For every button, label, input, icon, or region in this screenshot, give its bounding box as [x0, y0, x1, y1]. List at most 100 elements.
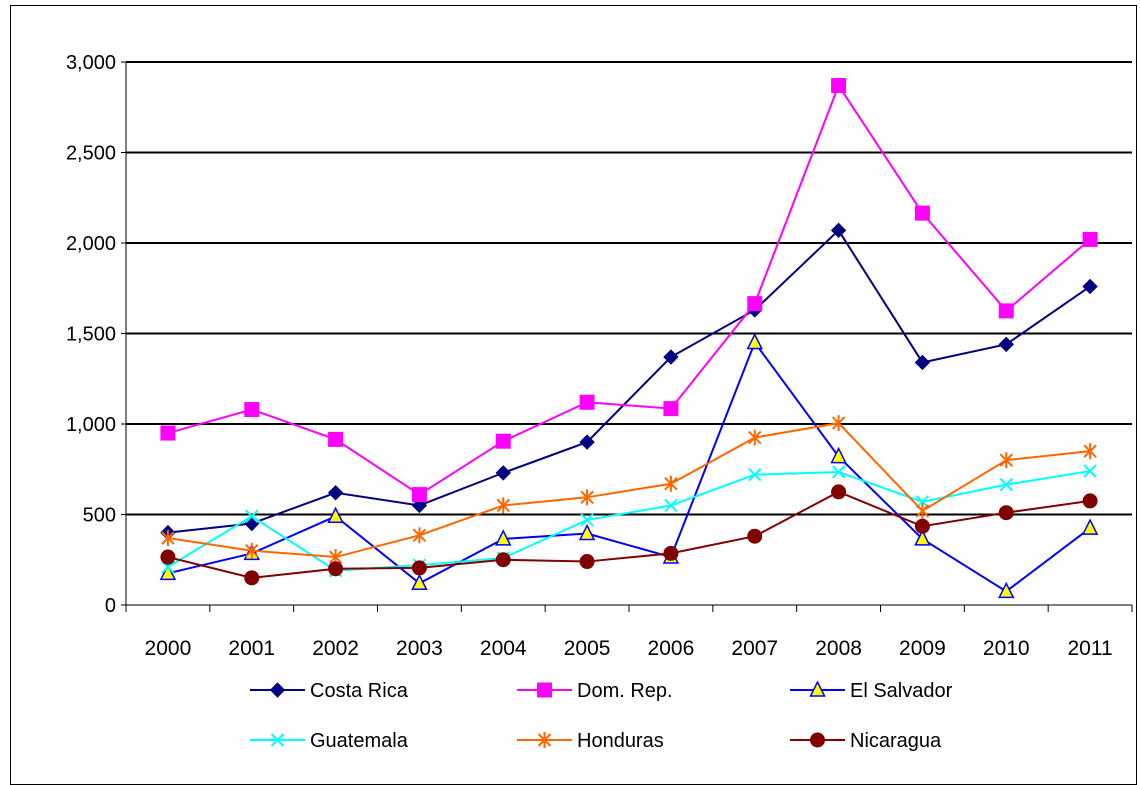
x-tick-label: 2004 [480, 637, 527, 660]
series-nicaragua [160, 484, 1098, 586]
data-point [161, 530, 175, 547]
marker-stroke [664, 498, 678, 513]
legend-item: Costa Rica [250, 680, 409, 702]
legend-marker [270, 733, 285, 747]
data-point [748, 467, 762, 482]
data-point [495, 529, 512, 546]
legend-item: Honduras [517, 730, 664, 752]
data-point [580, 513, 594, 527]
x-tick-label: 2001 [228, 637, 275, 660]
legend-marker [269, 682, 286, 698]
data-point [160, 549, 176, 565]
x-tick-label: 2011 [1067, 637, 1112, 660]
data-point [1083, 443, 1097, 460]
legend-label: Dom. Rep. [577, 680, 673, 702]
series-honduras [161, 415, 1097, 566]
y-tick-label: 1,500 [66, 324, 116, 346]
data-point [411, 560, 427, 576]
data-point [245, 542, 259, 559]
data-point [914, 354, 931, 371]
data-point [1082, 493, 1098, 509]
data-point [663, 401, 679, 417]
data-point [496, 497, 510, 514]
data-point [748, 429, 762, 446]
data-point [999, 477, 1013, 492]
data-point [914, 518, 930, 534]
data-point [746, 332, 763, 350]
data-point [998, 581, 1015, 599]
x-tick-label: 2010 [983, 637, 1030, 660]
legend: Costa Rica Dom. Rep. El Salvador Guatemala H… [250, 680, 953, 752]
x-tick-label: 2008 [815, 637, 862, 660]
legend-marker [810, 732, 825, 748]
data-point [328, 561, 344, 577]
data-point [412, 527, 427, 544]
legend-label: El Salvador [850, 680, 953, 702]
axes: 0 500 1,000 1,500 2,000 2,500 3,000 2000 2001 200… [66, 52, 1133, 660]
gridlines [126, 61, 1132, 516]
marker-stroke [1083, 464, 1097, 478]
data-point [495, 465, 511, 481]
data-point [579, 394, 595, 410]
data-point [1083, 464, 1097, 478]
data-point [831, 78, 847, 94]
x-tick-label: 2003 [396, 637, 443, 660]
y-tick-label: 0 [105, 595, 116, 617]
legend-marker [537, 732, 552, 748]
data-point [245, 509, 259, 524]
x-tick-label: 2009 [899, 637, 946, 660]
data-point [999, 452, 1013, 469]
marker-stroke [999, 477, 1013, 492]
legend-label: Nicaragua [850, 730, 942, 752]
legend-label: Costa Rica [310, 680, 409, 702]
y-tick-label: 2,500 [66, 143, 116, 165]
y-tick-label: 3,000 [66, 52, 116, 74]
data-point [831, 465, 846, 479]
data-point [747, 296, 763, 312]
marker-stroke [831, 465, 846, 479]
series-line [167, 422, 1091, 559]
x-tick-label: 2002 [312, 637, 359, 660]
data-point [831, 415, 846, 432]
data-point [998, 303, 1014, 319]
data-point [579, 554, 595, 570]
legend-marker [537, 682, 552, 698]
legend-marker [809, 680, 826, 697]
data-point [915, 502, 930, 519]
x-tick-label: 2006 [648, 637, 695, 660]
series-line [167, 490, 1091, 579]
data-point [663, 349, 679, 365]
data-point [998, 505, 1014, 521]
data-point [244, 570, 260, 586]
data-point [998, 336, 1014, 353]
data-point [914, 529, 931, 546]
data-point [579, 434, 595, 450]
data-point [328, 431, 344, 447]
y-tick-label: 1,000 [66, 414, 116, 436]
data-point [495, 552, 511, 568]
data-point [831, 484, 847, 500]
series-dom-rep [160, 78, 1098, 503]
marker-stroke [748, 467, 762, 482]
legend-label: Guatemala [310, 730, 409, 752]
legend-item: El Salvador [790, 680, 953, 702]
data-point [495, 433, 511, 449]
data-point [1081, 518, 1099, 535]
series-line [167, 470, 1091, 572]
data-point [1082, 231, 1098, 247]
data-point [664, 498, 678, 513]
data-point [914, 205, 930, 221]
data-point [159, 563, 177, 581]
legend-item: Guatemala [250, 730, 409, 752]
series-line [167, 228, 1091, 534]
data-point [327, 485, 344, 501]
series-line [167, 340, 1091, 593]
data-point [411, 487, 427, 503]
data-point [663, 545, 679, 561]
x-tick-label: 2005 [564, 637, 611, 660]
data-point [327, 506, 344, 524]
series-costa-rica [160, 222, 1098, 541]
y-tick-label: 500 [83, 505, 116, 527]
data-point [830, 222, 847, 239]
